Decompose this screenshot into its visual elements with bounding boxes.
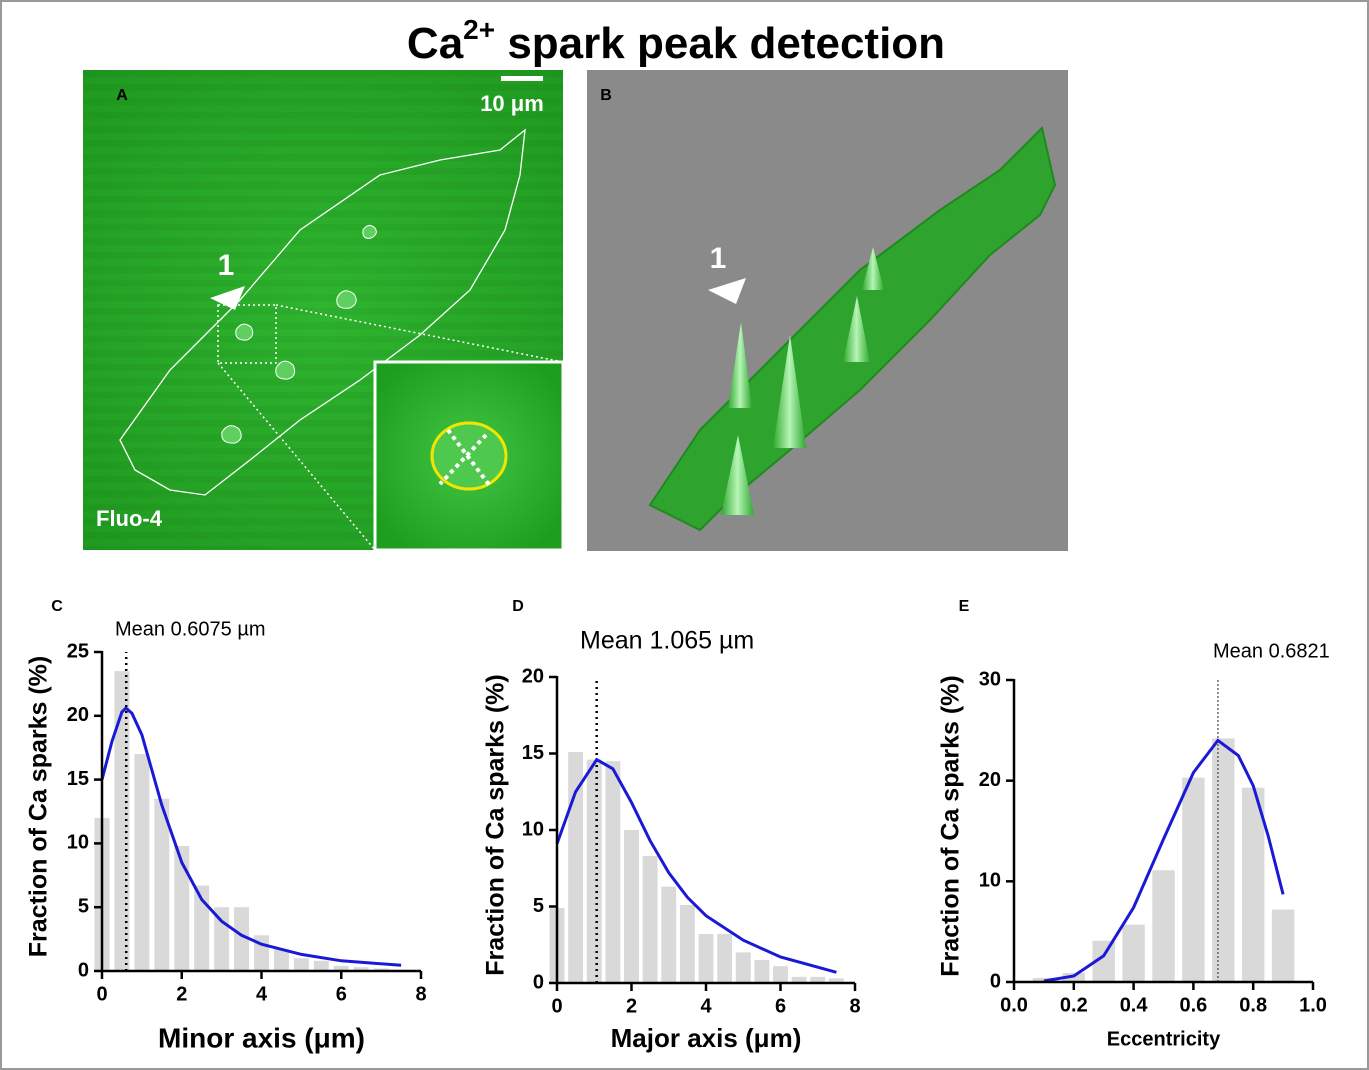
title-rest: spark peak detection [495,19,945,68]
bar [373,968,389,971]
x-axis-title: Minor axis (μm) [158,1022,365,1053]
bar [353,967,369,971]
panel-label: C [51,598,63,615]
y-tick-label: 5 [78,895,89,917]
x-tick-label: 0.4 [1120,994,1149,1016]
marker-label: 1 [218,249,235,282]
bar [586,759,602,983]
y-tick-label: 10 [67,832,89,854]
marker-label: 1 [710,242,727,275]
bar [754,960,770,983]
y-tick-label: 20 [67,704,89,726]
y-tick-label: 10 [979,870,1001,892]
bar [273,949,289,971]
bar [1241,787,1265,982]
bar [661,886,677,983]
y-tick-label: 0 [533,971,544,993]
x-tick-label: 2 [626,995,637,1017]
x-tick-label: 0.6 [1179,994,1207,1016]
scale-bar-label: 10 μm [480,91,544,116]
chart: 0 5 10 15 20 25 0 2 4 6 8 Minor axis (μm) Fraction o… [25,598,427,1053]
bar [1152,870,1175,982]
bar [194,885,210,971]
bar [698,934,714,983]
figure-title: Ca2+ spark peak detection [407,14,945,67]
x-tick-label: 0.8 [1239,994,1267,1016]
panel-label: A [116,87,128,104]
chart: 0 5 10 15 20 0 2 4 6 8 Major axis (μm) Fraction of … [482,598,861,1053]
fit-curve [1043,738,1285,983]
bar [568,751,584,983]
fit-curve [100,706,402,967]
title-text: Ca [407,19,464,68]
y-axis-title: Fraction of Ca sparks (%) [937,675,965,976]
x-tick-label: 6 [775,995,786,1017]
x-tick-label: 0 [551,995,562,1017]
y-tick-label: 15 [67,768,89,790]
y-axis-title: Fraction of Ca sparks (%) [482,674,510,975]
x-tick-label: 0.2 [1060,994,1088,1016]
panel-label: E [959,598,970,615]
y-tick-label: 0 [78,959,89,981]
mean-label: Mean 1.065 µm [580,627,754,655]
bar [313,960,329,971]
bar [624,830,639,983]
x-tick-label: 1.0 [1299,994,1327,1016]
y-tick-label: 15 [522,742,544,764]
bar [1092,940,1115,982]
x-tick-label: 0 [96,983,107,1005]
bar [679,904,695,983]
bar [114,671,130,971]
y-tick-label: 30 [979,668,1001,690]
bar [735,952,751,983]
bar [828,978,844,983]
x-tick-label: 8 [415,983,426,1005]
y-tick-label: 10 [522,818,544,840]
dye-label: Fluo-4 [96,506,163,531]
bar [333,965,349,971]
y-tick-label: 20 [522,665,544,687]
x-tick-label: 6 [336,983,347,1005]
bar [791,976,807,983]
x-tick-label: 0.0 [1000,994,1028,1016]
y-tick-label: 0 [990,970,1001,992]
bar [810,976,826,983]
bar [642,856,658,983]
chart: 0 10 20 30 0.0 0.2 0.4 0.6 0.8 1.0 Eccentricity Fra… [937,598,1330,1050]
y-tick-label: 25 [67,640,89,662]
bar [1122,924,1145,982]
bar [605,761,621,983]
panel-label: B [600,87,612,104]
y-tick-label: 20 [979,769,1001,791]
bar [717,934,733,983]
fit-curve [555,757,837,974]
bar [1182,777,1205,982]
bar [154,798,170,971]
y-tick-label: 5 [533,895,544,917]
x-tick-label: 4 [256,983,268,1005]
panel-b: B 1 [587,70,1068,551]
bar [1271,909,1295,982]
x-tick-label: 2 [176,983,187,1005]
y-axis-title: Fraction of Ca sparks (%) [25,656,53,957]
mean-label: Mean 0.6075 µm [115,618,266,640]
bar [773,966,788,983]
x-tick-label: 4 [700,995,712,1017]
x-axis-title: Major axis (μm) [611,1023,802,1053]
panel-a: A 10 μm 1 Fluo-4 [83,70,565,552]
bar [234,907,250,971]
x-axis-title: Eccentricity [1107,1028,1221,1050]
bar [293,958,309,971]
bar [174,845,190,971]
mean-label: Mean 0.6821 [1213,640,1330,662]
bar [1212,738,1235,982]
title-sup: 2+ [463,14,495,45]
x-tick-label: 8 [849,995,860,1017]
bar [134,754,150,971]
panel-label: D [512,598,524,615]
